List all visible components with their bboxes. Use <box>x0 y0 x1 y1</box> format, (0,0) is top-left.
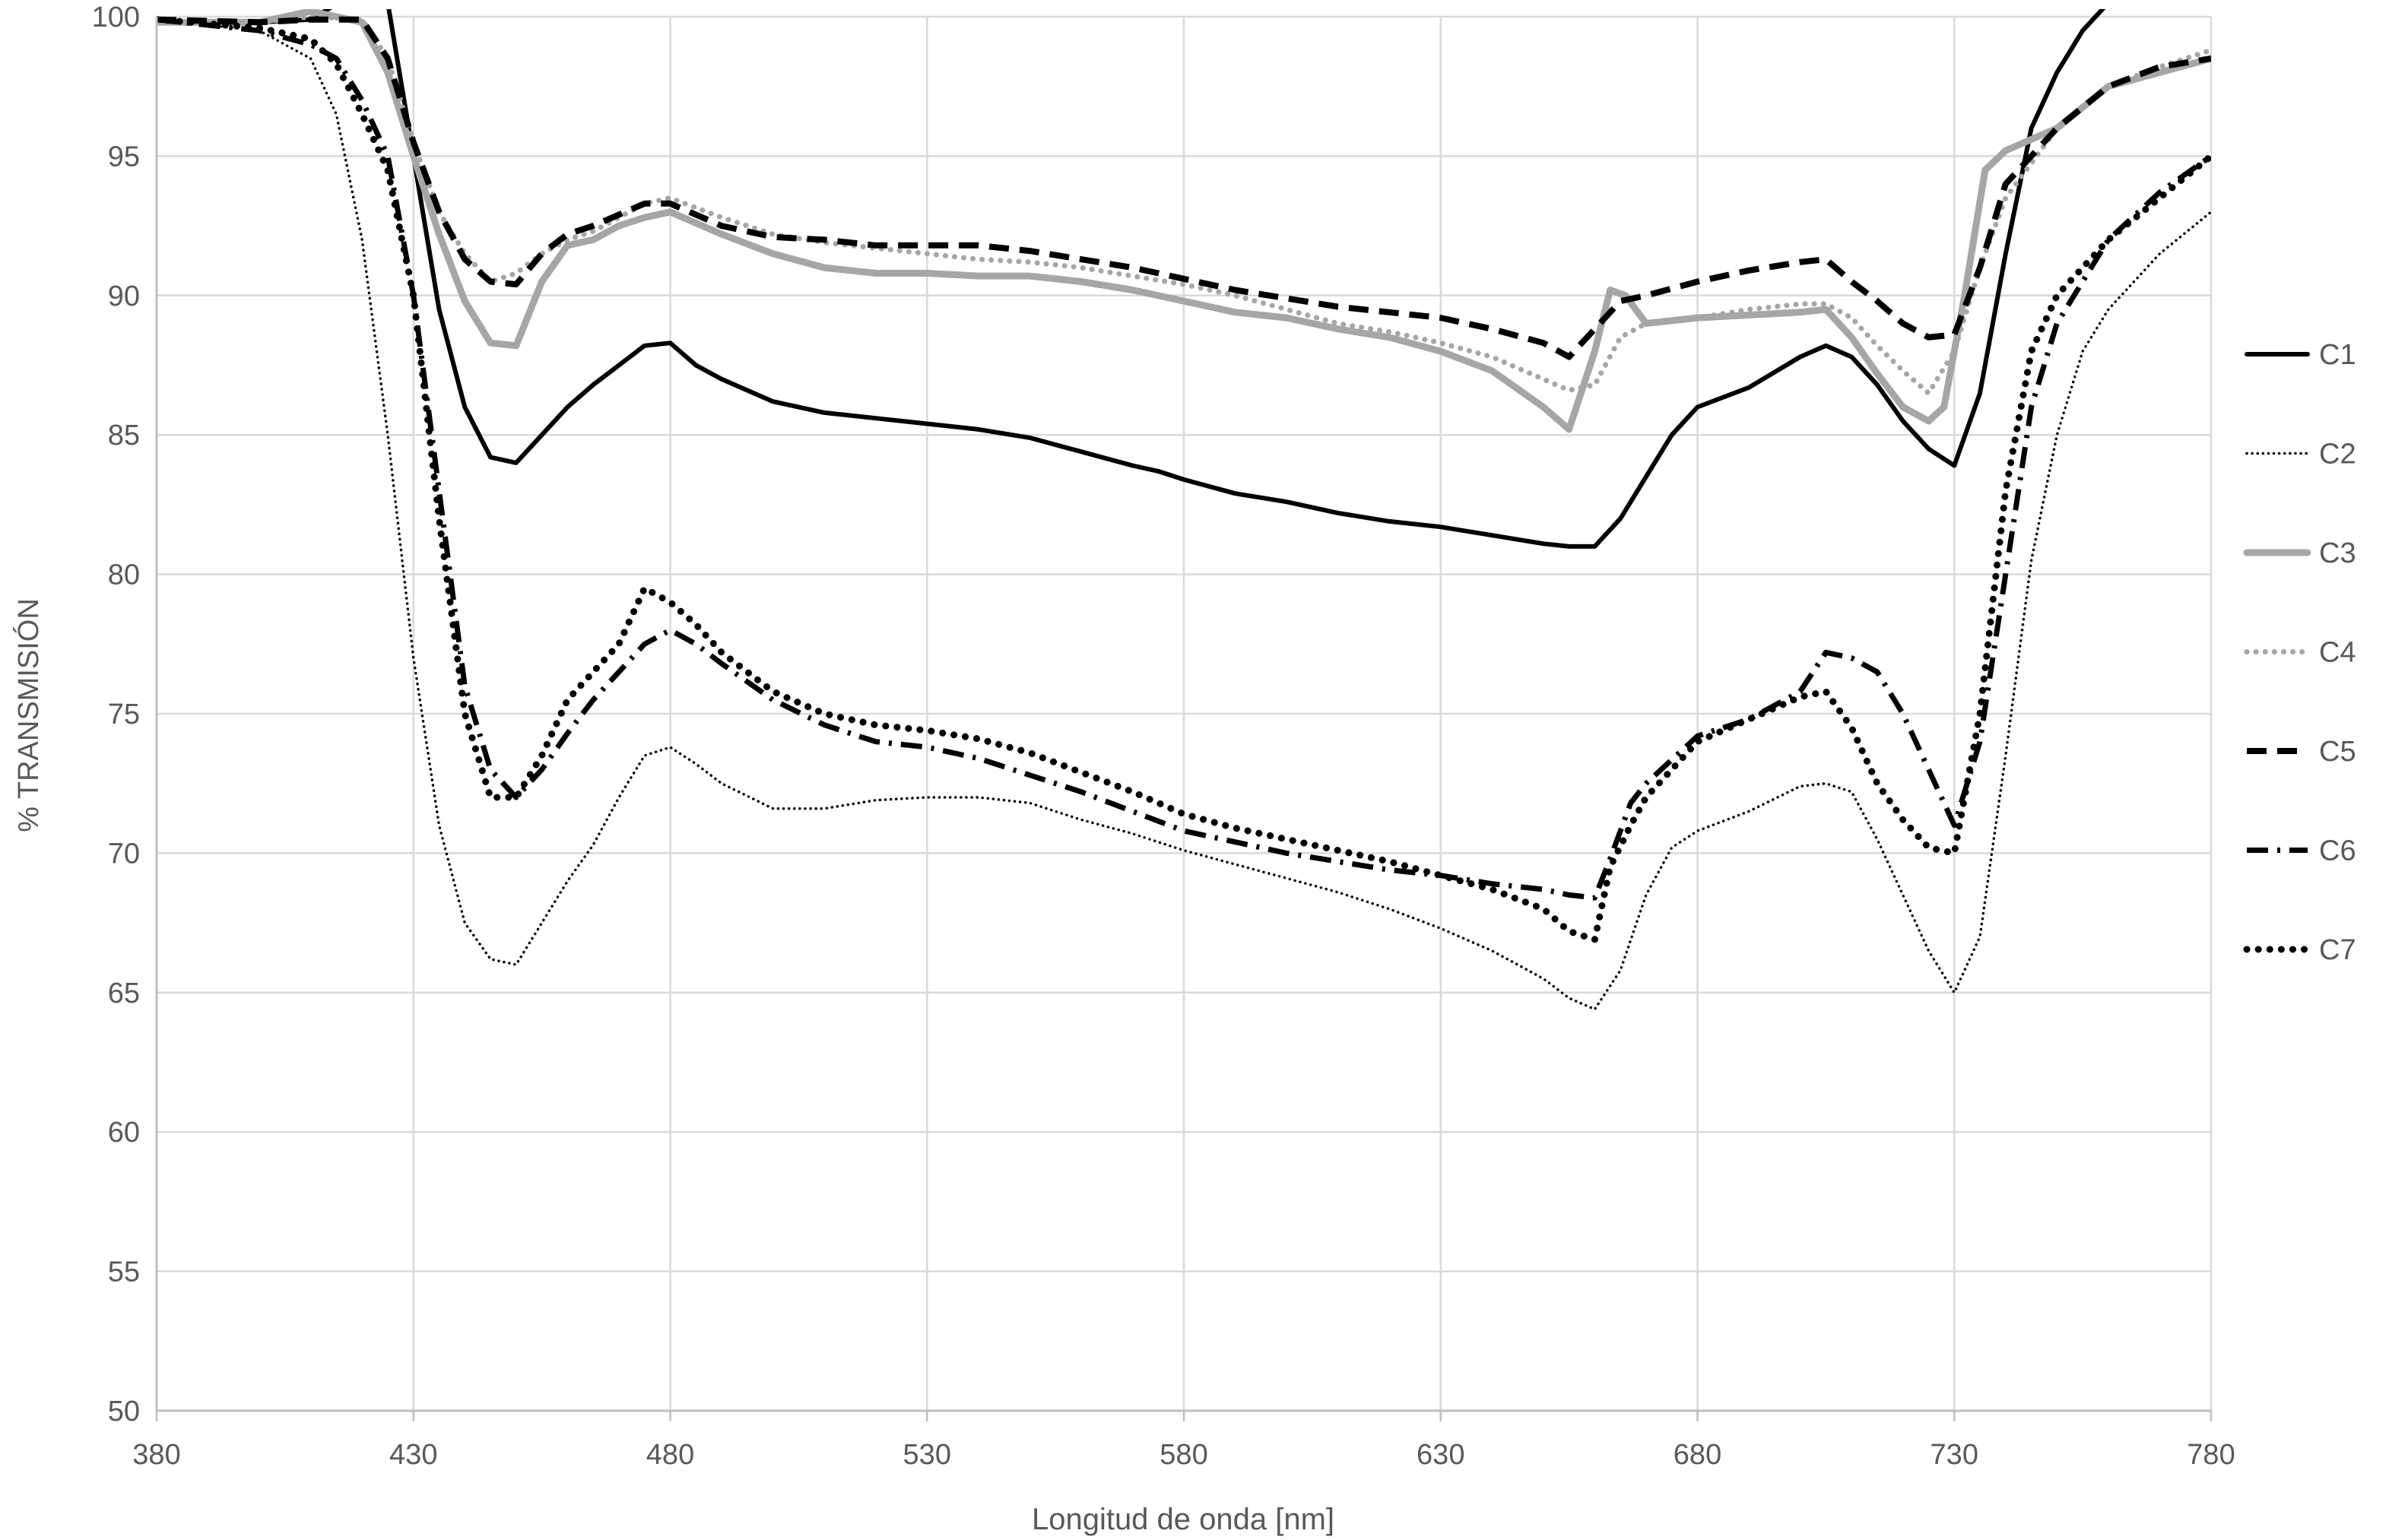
series-line-c3 <box>157 9 2211 433</box>
legend-label-c1: C1 <box>2319 339 2356 371</box>
x-tick-label: 730 <box>1931 1439 1978 1471</box>
axes: 50 55 60 65 70 75 80 85 90 95 100 380 430 480 530 580 63… <box>92 2 2235 1471</box>
series-line-c7 <box>157 16 2211 943</box>
y-tick-label: 95 <box>108 141 140 173</box>
legend-label-c7: C7 <box>2319 934 2356 966</box>
legend-label-c6: C6 <box>2319 835 2356 867</box>
series-line-c4 <box>157 14 2211 396</box>
series-lines <box>157 9 2211 1011</box>
x-tick-label: 680 <box>1674 1439 1721 1471</box>
x-tick-label: 530 <box>903 1439 951 1471</box>
y-tick-label: 60 <box>108 1117 140 1149</box>
y-tick-label: 75 <box>108 699 140 730</box>
y-tick-label: 90 <box>108 280 140 312</box>
legend: C1 C2 C3 C4 C5 C6 C7 <box>2243 339 2356 966</box>
y-tick-label: 100 <box>92 2 140 33</box>
x-axis-label: Longitud de onda [nm] <box>1032 1503 1334 1536</box>
gridlines <box>157 15 2213 1411</box>
y-tick-label: 85 <box>108 420 140 452</box>
y-tick-label: 50 <box>108 1396 140 1428</box>
series-line-c6 <box>157 17 2211 901</box>
series-line-c1 <box>157 9 2106 549</box>
x-tick-label: 380 <box>132 1439 180 1471</box>
legend-label-c4: C4 <box>2319 637 2356 669</box>
x-tick-label: 780 <box>2187 1439 2235 1471</box>
x-tick-label: 630 <box>1417 1439 1464 1471</box>
x-tick-label: 430 <box>389 1439 437 1471</box>
y-tick-label: 70 <box>108 838 140 870</box>
x-tick-label: 480 <box>646 1439 694 1471</box>
y-tick-label: 55 <box>108 1256 140 1288</box>
legend-label-c3: C3 <box>2319 537 2356 569</box>
x-tick-label: 580 <box>1160 1439 1207 1471</box>
series-line-c2 <box>157 17 2211 1011</box>
y-tick-label: 80 <box>108 559 140 591</box>
y-axis-label: % TRANSMISIÓN <box>12 598 45 832</box>
series-line-c5 <box>157 16 2211 360</box>
legend-label-c2: C2 <box>2319 439 2356 471</box>
y-tick-label: 65 <box>108 978 140 1009</box>
legend-label-c5: C5 <box>2319 736 2356 768</box>
